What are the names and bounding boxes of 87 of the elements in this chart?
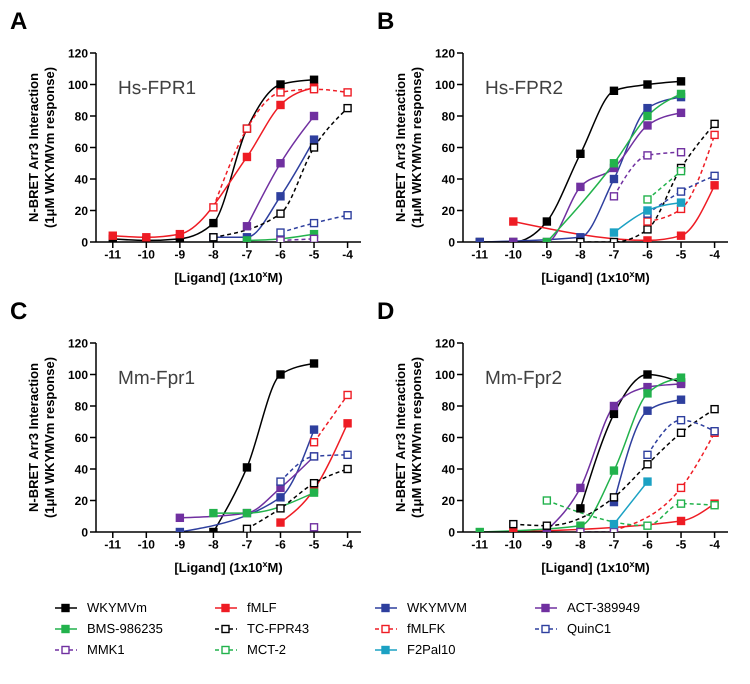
x-tick-label: -7: [242, 248, 253, 262]
y-tick-label: 20: [442, 494, 456, 508]
x-tick-label: -7: [608, 538, 620, 552]
legend-label: WKYMVM: [407, 600, 467, 615]
x-tick-label: -10: [504, 248, 522, 262]
y-tick-label: 20: [74, 204, 88, 218]
x-tick-label: -9: [542, 538, 553, 552]
y-tick-label: 0: [448, 525, 456, 540]
x-tick-label: -6: [642, 248, 654, 262]
y-tick-label: 20: [442, 204, 456, 218]
x-tick-label: -8: [575, 248, 586, 262]
annotation: Mm-Fpr2: [485, 368, 562, 390]
x-axis-title: [Ligand] (1x10$^{x}$M): [174, 269, 283, 285]
x-tick-label: -7: [242, 538, 253, 552]
y-tick-label: 80: [74, 109, 88, 124]
x-tick-label: -4: [709, 538, 720, 552]
x-tick-label: -5: [676, 538, 687, 552]
x-tick-label: -8: [208, 538, 220, 552]
y-tick-label: 0: [81, 235, 88, 250]
x-tick-label: -6: [275, 538, 286, 552]
legend-label: QuinC1: [567, 621, 612, 636]
y-tick-label: 120: [434, 46, 456, 60]
x-tick-label: -8: [575, 538, 586, 552]
y-tick-label: 120: [68, 336, 88, 350]
y-axis-title: N-BRET Arr3 Interaction (1μM WKYMVm response): [393, 356, 424, 518]
y-tick-label: 100: [434, 368, 456, 382]
y-tick-label: 80: [74, 399, 88, 414]
x-tick-label: -9: [174, 538, 186, 552]
x-tick-label: -11: [471, 538, 488, 552]
x-tick-label: -11: [104, 538, 122, 552]
x-tick-label: -10: [504, 538, 522, 552]
y-tick-label: 40: [74, 172, 88, 186]
x-tick-label: -6: [275, 248, 286, 262]
chart-title: C: [10, 298, 28, 326]
y-tick-label: 80: [442, 109, 456, 124]
y-tick-label: 120: [68, 46, 88, 60]
legend-label: WKYMVm: [87, 600, 147, 615]
y-tick-label: 40: [442, 462, 456, 476]
y-axis-title: N-BRET Arr3 Interaction (1μM WKYMVm response): [26, 356, 57, 518]
x-tick-label: -11: [471, 248, 488, 262]
x-tick-label: -6: [642, 538, 654, 552]
y-tick-label: 100: [434, 78, 456, 92]
x-tick-label: -10: [138, 248, 156, 262]
legend-label: fMLF: [247, 600, 277, 615]
x-tick-label: -8: [208, 248, 220, 262]
y-tick-label: 40: [74, 462, 88, 476]
y-tick-label: 60: [442, 140, 456, 155]
chart-title: D: [377, 298, 394, 326]
x-tick-label: -10: [138, 538, 156, 552]
legend-label: TC-FPR43: [247, 621, 310, 636]
x-axis-title: [Ligand] (1x10$^{x}$M): [541, 269, 650, 285]
y-axis-title: N-BRET Arr3 Interaction (1μM WKYMVm response): [26, 66, 57, 228]
y-tick-label: 40: [442, 172, 456, 186]
y-axis-title: N-BRET Arr3 Interaction (1μM WKYMVm response): [393, 66, 424, 228]
x-axis-title: [Ligand] (1x10$^{x}$M): [541, 559, 650, 575]
x-tick-label: -9: [542, 248, 553, 262]
chart-title: B: [377, 8, 394, 36]
legend-label: MMK1: [87, 642, 125, 657]
y-tick-label: 80: [442, 399, 456, 414]
y-tick-label: 60: [74, 430, 88, 445]
x-axis-title: [Ligand] (1x10$^{x}$M): [174, 559, 283, 575]
y-tick-label: 120: [434, 336, 456, 350]
x-tick-label: -11: [104, 248, 122, 262]
annotation: Hs-FPR1: [118, 78, 196, 100]
legend-label: MCT-2: [247, 642, 286, 657]
x-tick-label: -4: [709, 248, 720, 262]
legend-label: F2Pal10: [407, 642, 456, 657]
x-tick-label: -7: [608, 248, 620, 262]
y-tick-label: 100: [68, 368, 88, 382]
y-tick-label: 0: [448, 235, 456, 250]
legend-label: BMS-986235: [87, 621, 163, 636]
legend-label: ACT-389949: [567, 600, 640, 615]
y-tick-label: 60: [74, 140, 88, 155]
x-tick-label: -5: [676, 248, 687, 262]
y-tick-label: 60: [442, 430, 456, 445]
x-tick-label: -9: [174, 248, 186, 262]
x-tick-label: -5: [308, 248, 320, 262]
x-tick-label: -4: [342, 538, 354, 552]
x-tick-label: -5: [308, 538, 320, 552]
y-tick-label: 20: [74, 494, 88, 508]
x-tick-label: -4: [342, 248, 354, 262]
annotation: Mm-Fpr1: [118, 368, 196, 390]
legend-label: fMLFK: [407, 621, 446, 636]
y-tick-label: 100: [68, 78, 88, 92]
y-tick-label: 0: [81, 525, 88, 540]
annotation: Hs-FPR2: [485, 78, 564, 100]
chart-title: A: [10, 8, 28, 36]
